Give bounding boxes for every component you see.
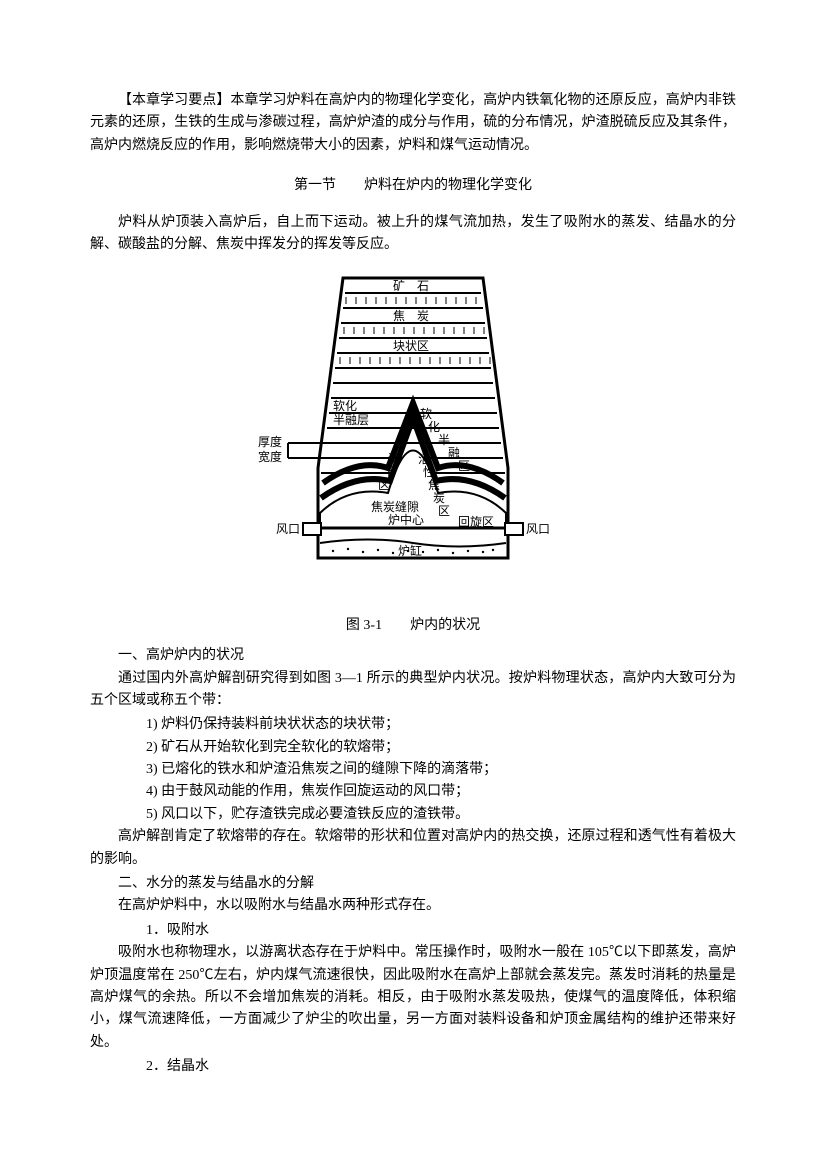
- para-h1: 通过国内外高炉解剖研究得到如图 3—1 所示的典型炉内状况。按炉料物理状态，高炉…: [90, 668, 736, 713]
- label-active-1: 活: [418, 452, 430, 466]
- chapter-intro: 【本章学习要点】本章学习炉料在高炉内的物理化学变化，高炉内铁氧化物的还原反应，高…: [90, 90, 736, 157]
- label-drip-3: 区: [378, 478, 390, 492]
- label-ruanhua-1: 软: [420, 407, 432, 421]
- label-thickness: 厚度: [258, 434, 282, 449]
- label-raceway: 回旋区: [458, 515, 494, 529]
- label-coke-gap: 焦炭缝隙: [371, 499, 419, 514]
- label-center: 炉中心: [388, 512, 424, 527]
- label-coke2-2: 炭: [433, 491, 445, 505]
- label-qu: 区: [458, 459, 470, 473]
- para-h2: 在高炉炉料中，水以吸附水与结晶水两种形式存在。: [90, 895, 736, 917]
- label-rong: 融: [448, 446, 460, 460]
- label-drip-2: 下: [383, 465, 395, 479]
- list-item-4: 4) 由于鼓风动能的作用，焦炭作回旋运动的风口带；: [90, 781, 736, 803]
- label-width: 宽度: [258, 449, 282, 464]
- sub-1-para: 吸附水也称物理水，以游离状态存在于炉料中。常压操作时，吸附水一般在 105℃以下…: [90, 942, 736, 1054]
- list-item-3: 3) 已熔化的铁水和炉渣沿焦炭之间的缝隙下降的滴落带；: [90, 759, 736, 781]
- label-block-zone: 块状区: [393, 339, 429, 353]
- label-active-2: 性: [423, 465, 435, 479]
- label-half-melt: 半融层: [333, 413, 369, 427]
- furnace-diagram-svg: 矿 石 焦 炭 块状区 软化 半融层 软 化 半 融 区 活 性 焦 炭 区 滴…: [248, 268, 578, 598]
- para-after-list: 高炉解剖肯定了软熔带的存在。软熔带的形状和位置对高炉内的热交换，还原过程和透气性…: [90, 826, 736, 871]
- figure-3-1: 矿 石 焦 炭 块状区 软化 半融层 软 化 半 融 区 活 性 焦 炭 区 滴…: [90, 268, 736, 606]
- label-ban: 半: [438, 433, 450, 447]
- label-coke: 焦 炭: [393, 309, 429, 323]
- label-drip-1: 滴: [388, 451, 400, 466]
- label-tuyere-left: 风口: [276, 522, 300, 536]
- sub-1-title: 1．吸附水: [90, 920, 736, 942]
- heading-1: 一、高炉炉内的状况: [90, 645, 736, 667]
- label-zone: 区: [438, 504, 450, 518]
- figure-caption: 图 3-1 炉内的状况: [90, 615, 736, 637]
- list-item-5: 5) 风口以下，贮存渣铁完成必要渣铁反应的渣铁带。: [90, 804, 736, 826]
- label-ore: 矿 石: [393, 279, 429, 293]
- section-1-title: 第一节 炉料在炉内的物理化学变化: [90, 175, 736, 197]
- label-tuyere-right: 风口: [526, 522, 550, 536]
- label-hearth: 炉缸: [398, 543, 422, 558]
- label-ruanhua-2: 化: [428, 420, 440, 434]
- list-item-1: 1) 炉料仍保持装料前块状状态的块状带；: [90, 714, 736, 736]
- section-1-para: 炉料从炉顶装入高炉后，自上而下运动。被上升的煤气流加热，发生了吸附水的蒸发、结晶…: [90, 212, 736, 257]
- sub-2-title: 2．结晶水: [90, 1056, 736, 1078]
- label-coke2-1: 焦: [428, 478, 440, 492]
- label-soften: 软化: [333, 399, 357, 413]
- list-item-2: 2) 矿石从开始软化到完全软化的软熔带；: [90, 737, 736, 759]
- heading-2: 二、水分的蒸发与结晶水的分解: [90, 873, 736, 895]
